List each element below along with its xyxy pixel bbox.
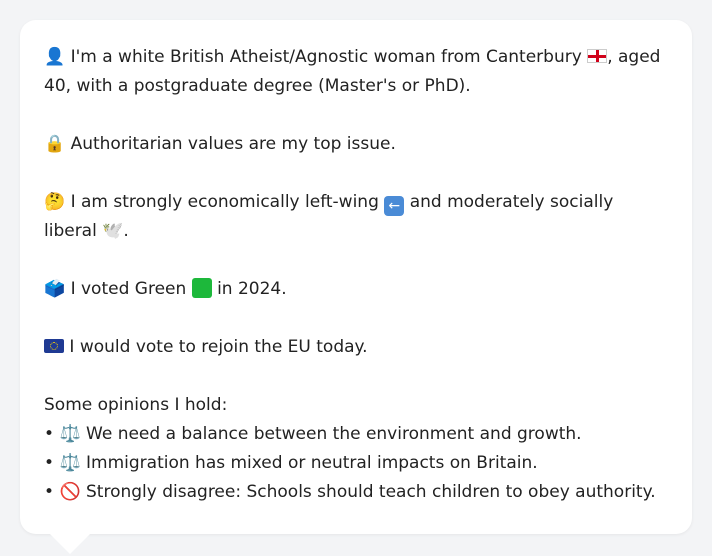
vote-text: I voted Green xyxy=(70,279,187,299)
profile-card: 👤 I'm a white British Atheist/Agnostic w… xyxy=(20,20,692,554)
balance-scale-icon: ⚖️ xyxy=(59,424,81,444)
vote-paragraph: 🗳️ I voted Green in 2024. xyxy=(44,275,668,304)
speech-bubble-tail xyxy=(50,534,90,554)
eu-text: I would vote to rejoin the EU today. xyxy=(69,337,368,357)
dove-icon: 🕊️ xyxy=(102,221,124,241)
intro-text-tail: , aged 40, with a postgraduate degree (M… xyxy=(44,47,661,96)
eu-flag-icon xyxy=(44,339,64,353)
england-flag-icon xyxy=(587,49,608,63)
social-text: and moderately socially liberal xyxy=(44,192,614,241)
opinion-text: We need a balance between the environmen… xyxy=(86,424,582,444)
lock-icon: 🔒 xyxy=(44,134,66,154)
eu-paragraph: I would vote to rejoin the EU today. xyxy=(44,333,668,362)
economic-paragraph: 🤔 I am strongly economically left-wing ←… xyxy=(44,188,668,246)
bullet: • xyxy=(44,453,55,473)
economic-text: I am strongly economically left-wing xyxy=(70,192,379,212)
balance-scale-icon: ⚖️ xyxy=(59,453,81,473)
thinking-face-icon: 🤔 xyxy=(44,192,66,212)
intro-text: I'm a white British Atheist/Agnostic wom… xyxy=(70,47,582,67)
left-arrow-icon: ← xyxy=(384,196,405,216)
list-item: • ⚖️ Immigration has mixed or neutral im… xyxy=(44,449,668,478)
opinions-list: • ⚖️ We need a balance between the envir… xyxy=(44,420,668,507)
list-item: • 🚫 Strongly disagree: Schools should te… xyxy=(44,478,668,507)
list-item: • ⚖️ We need a balance between the envir… xyxy=(44,420,668,449)
opinion-text: Strongly disagree: Schools should teach … xyxy=(86,482,656,502)
economic-tail: . xyxy=(123,221,129,241)
bullet: • xyxy=(44,482,55,502)
opinion-text: Immigration has mixed or neutral impacts… xyxy=(86,453,538,473)
bullet: • xyxy=(44,424,55,444)
opinions-heading: Some opinions I hold: xyxy=(44,395,228,415)
top-issue-text: Authoritarian values are my top issue. xyxy=(70,134,396,154)
prohibited-icon: 🚫 xyxy=(59,482,81,502)
ballot-box-icon: 🗳️ xyxy=(44,279,66,299)
vote-text-tail: in 2024. xyxy=(217,279,287,299)
top-issue-paragraph: 🔒 Authoritarian values are my top issue. xyxy=(44,130,668,159)
green-square-icon xyxy=(191,278,212,298)
person-silhouette-icon: 👤 xyxy=(44,47,66,67)
intro-paragraph: 👤 I'm a white British Atheist/Agnostic w… xyxy=(44,43,668,101)
